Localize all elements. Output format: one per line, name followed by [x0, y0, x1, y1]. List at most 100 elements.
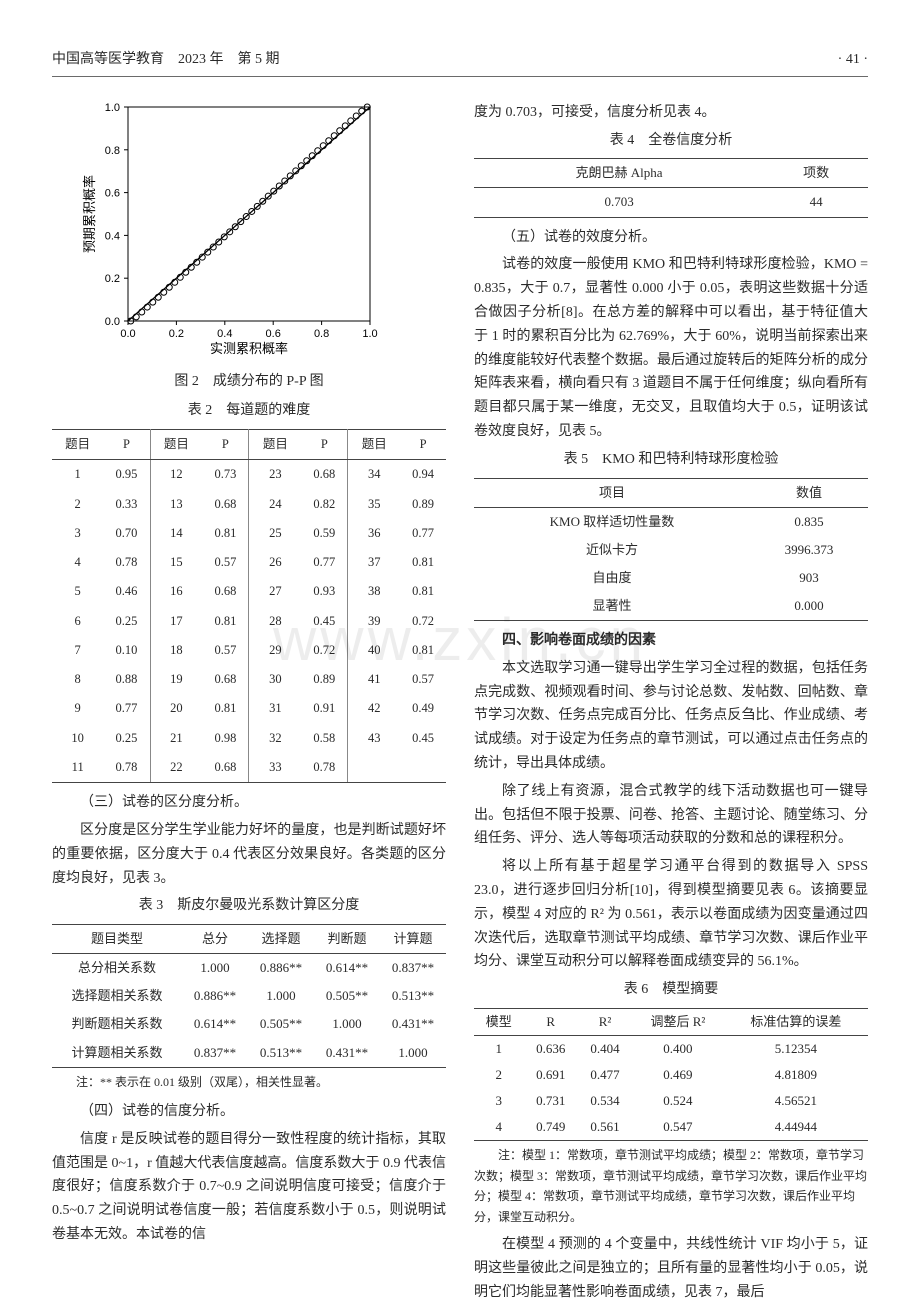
- table-cell: 0.68: [202, 665, 249, 694]
- table-header-cell: 计算题: [380, 925, 446, 954]
- table-cell: 15: [150, 548, 202, 577]
- table-cell: 0.469: [632, 1062, 724, 1088]
- table-cell: 0.10: [103, 636, 150, 665]
- para-4c: 将以上所有基于超星学习通平台得到的数据导入 SPSS 23.0，进行逐步回归分析…: [474, 855, 868, 974]
- table-cell: [348, 753, 400, 783]
- pp-plot-svg: 0.00.00.20.20.40.40.60.60.80.81.01.0实测累积…: [80, 97, 380, 357]
- svg-text:0.4: 0.4: [105, 230, 120, 242]
- table-row: 30.7310.5340.5244.56521: [474, 1088, 868, 1114]
- table-cell: 0.78: [103, 753, 150, 783]
- table-cell: 0.46: [103, 577, 150, 606]
- table-header-cell: P: [400, 430, 446, 460]
- table-cell: 0.45: [400, 724, 446, 753]
- heading-4: 四、影响卷面成绩的因素: [474, 629, 868, 653]
- table-cell: 0.614**: [182, 1010, 248, 1038]
- table-cell: 0.78: [103, 548, 150, 577]
- table-header-cell: R²: [578, 1008, 632, 1035]
- table-cell: 0.636: [524, 1036, 578, 1063]
- table-cell: 0.91: [301, 694, 348, 723]
- table-cell: 0.72: [400, 607, 446, 636]
- table-cell: 0.68: [202, 490, 249, 519]
- table4: 克朗巴赫 Alpha项数0.70344: [474, 158, 868, 217]
- para-4a: 本文选取学习通一键导出学生学习全过程的数据，包括任务点完成数、视频观看时间、参与…: [474, 657, 868, 776]
- table-cell: 0.404: [578, 1036, 632, 1063]
- table-cell: 0.68: [202, 577, 249, 606]
- table-cell: 近似卡方: [474, 536, 750, 564]
- table-cell: 12: [150, 460, 202, 490]
- table-header-cell: 模型: [474, 1008, 524, 1035]
- table-row: 40.7490.5610.5474.44944: [474, 1114, 868, 1141]
- svg-text:0.6: 0.6: [105, 187, 120, 199]
- table-cell: 0.835: [750, 507, 868, 536]
- page: { "header":{"journal":"中国高等医学教育 2023 年 第…: [0, 0, 920, 1279]
- table-cell: 0.691: [524, 1062, 578, 1088]
- table-cell: 0.513**: [380, 982, 446, 1010]
- svg-text:0.2: 0.2: [105, 273, 120, 285]
- left-column: 0.00.00.20.20.40.40.60.60.80.81.01.0实测累积…: [52, 97, 446, 1308]
- table-header-cell: 题目: [52, 430, 103, 460]
- table-cell: 0.68: [301, 460, 348, 490]
- table-cell: 0.749: [524, 1114, 578, 1141]
- table-cell: 0.81: [400, 636, 446, 665]
- table-cell: 0.534: [578, 1088, 632, 1114]
- section5-body: 试卷的效度一般使用 KMO 和巴特利特球形度检验，KMO = 0.835，大于 …: [474, 253, 868, 443]
- table-cell: 0.49: [400, 694, 446, 723]
- figure2-caption: 图 2 成绩分布的 P-P 图: [52, 370, 446, 394]
- table-cell: 20: [150, 694, 202, 723]
- journal-title: 中国高等医学教育 2023 年 第 5 期: [52, 48, 280, 72]
- table-cell: 1.000: [182, 954, 248, 983]
- table-cell: 0.81: [202, 607, 249, 636]
- table-cell: 2: [474, 1062, 524, 1088]
- table-cell: 4.44944: [724, 1114, 868, 1141]
- table-row: 10.95120.73230.68340.94: [52, 460, 446, 490]
- page-number: · 41 ·: [838, 48, 868, 72]
- table-cell: 0.93: [301, 577, 348, 606]
- table-row: 100.25210.98320.58430.45: [52, 724, 446, 753]
- table-cell: 总分相关系数: [52, 954, 182, 983]
- svg-text:1.0: 1.0: [362, 328, 377, 340]
- svg-text:0.8: 0.8: [314, 328, 329, 340]
- table-cell: 0.94: [400, 460, 446, 490]
- table-cell: 13: [150, 490, 202, 519]
- table-cell: 0.57: [202, 548, 249, 577]
- table-header-cell: R: [524, 1008, 578, 1035]
- table-cell: 38: [348, 577, 400, 606]
- table-header-cell: 数值: [750, 478, 868, 507]
- table-cell: 0.561: [578, 1114, 632, 1141]
- table-cell: 0.505**: [314, 982, 380, 1010]
- table-cell: 0.477: [578, 1062, 632, 1088]
- table-cell: 0.886**: [182, 982, 248, 1010]
- table-header-cell: 题目: [348, 430, 400, 460]
- table-cell: KMO 取样适切性量数: [474, 507, 750, 536]
- table-cell: 0.89: [400, 490, 446, 519]
- table-cell: 0.837**: [182, 1039, 248, 1068]
- table-row: 60.25170.81280.45390.72: [52, 607, 446, 636]
- table-header-cell: 项数: [764, 159, 868, 188]
- table-cell: 0.77: [301, 548, 348, 577]
- table-cell: 3996.373: [750, 536, 868, 564]
- table-cell: 0.886**: [248, 954, 314, 983]
- table-cell: 0.81: [400, 577, 446, 606]
- table-row: 判断题相关系数0.614**0.505**1.0000.431**: [52, 1010, 446, 1038]
- table-header-cell: P: [301, 430, 348, 460]
- table5-caption: 表 5 KMO 和巴特利特球形度检验: [474, 448, 868, 472]
- svg-text:0.0: 0.0: [120, 328, 135, 340]
- table3-caption: 表 3 斯皮尔曼吸光系数计算区分度: [52, 894, 446, 918]
- table-cell: 10: [52, 724, 103, 753]
- section4-body: 信度 r 是反映试卷的题目得分一致性程度的统计指标，其取值范围是 0~1，r 值…: [52, 1128, 446, 1247]
- table-cell: 32: [249, 724, 301, 753]
- table-header-cell: 标准估算的误差: [724, 1008, 868, 1035]
- table-row: 110.78220.68330.78: [52, 753, 446, 783]
- table-header-cell: 判断题: [314, 925, 380, 954]
- table-header-cell: 选择题: [248, 925, 314, 954]
- table-cell: 35: [348, 490, 400, 519]
- table-cell: 8: [52, 665, 103, 694]
- table-cell: 0.77: [400, 519, 446, 548]
- svg-text:实测累积概率: 实测累积概率: [210, 341, 288, 356]
- svg-text:0.0: 0.0: [105, 316, 120, 328]
- table5: 项目数值KMO 取样适切性量数0.835近似卡方3996.373自由度903显著…: [474, 478, 868, 621]
- table-cell: 0.45: [301, 607, 348, 636]
- table2-caption: 表 2 每道题的难度: [52, 399, 446, 423]
- table-cell: 选择题相关系数: [52, 982, 182, 1010]
- table-cell: 21: [150, 724, 202, 753]
